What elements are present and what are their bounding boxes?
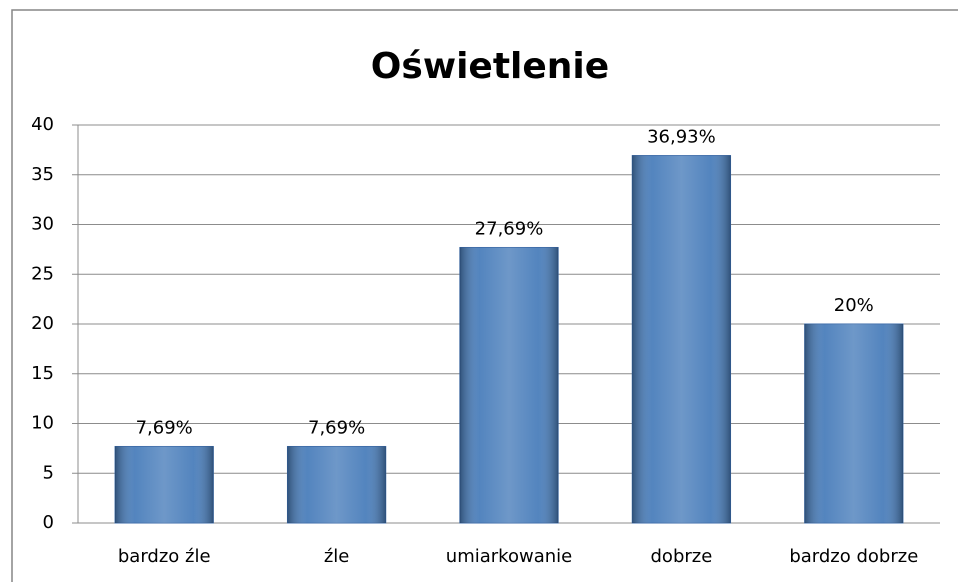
y-tick-label: 30 xyxy=(31,214,54,235)
bar xyxy=(286,445,387,524)
y-tick-label: 25 xyxy=(31,263,54,284)
y-tick-label: 35 xyxy=(31,164,54,185)
bar xyxy=(459,246,559,524)
data-label: 27,69% xyxy=(475,218,544,239)
bar xyxy=(804,323,904,524)
y-tick-label: 15 xyxy=(31,363,54,384)
x-tick-label: źle xyxy=(324,546,350,567)
data-label: 7,69% xyxy=(308,417,365,438)
x-tick-label: bardzo źle xyxy=(118,546,211,567)
x-tick-label: umiarkowanie xyxy=(446,546,572,567)
data-label: 7,69% xyxy=(136,417,193,438)
bar xyxy=(631,155,732,524)
bar xyxy=(114,445,214,524)
chart-title: Oświetlenie xyxy=(371,46,609,87)
y-tick-label: 20 xyxy=(31,313,54,334)
x-tick-label: bardzo dobrze xyxy=(789,546,918,567)
data-label: 36,93% xyxy=(647,127,716,148)
x-tick-label: dobrze xyxy=(651,546,713,567)
y-tick-label: 10 xyxy=(31,413,54,434)
y-tick-label: 40 xyxy=(31,114,54,135)
y-tick-label: 0 xyxy=(43,512,54,533)
data-label: 20% xyxy=(834,295,874,316)
y-tick-label: 5 xyxy=(43,462,54,483)
